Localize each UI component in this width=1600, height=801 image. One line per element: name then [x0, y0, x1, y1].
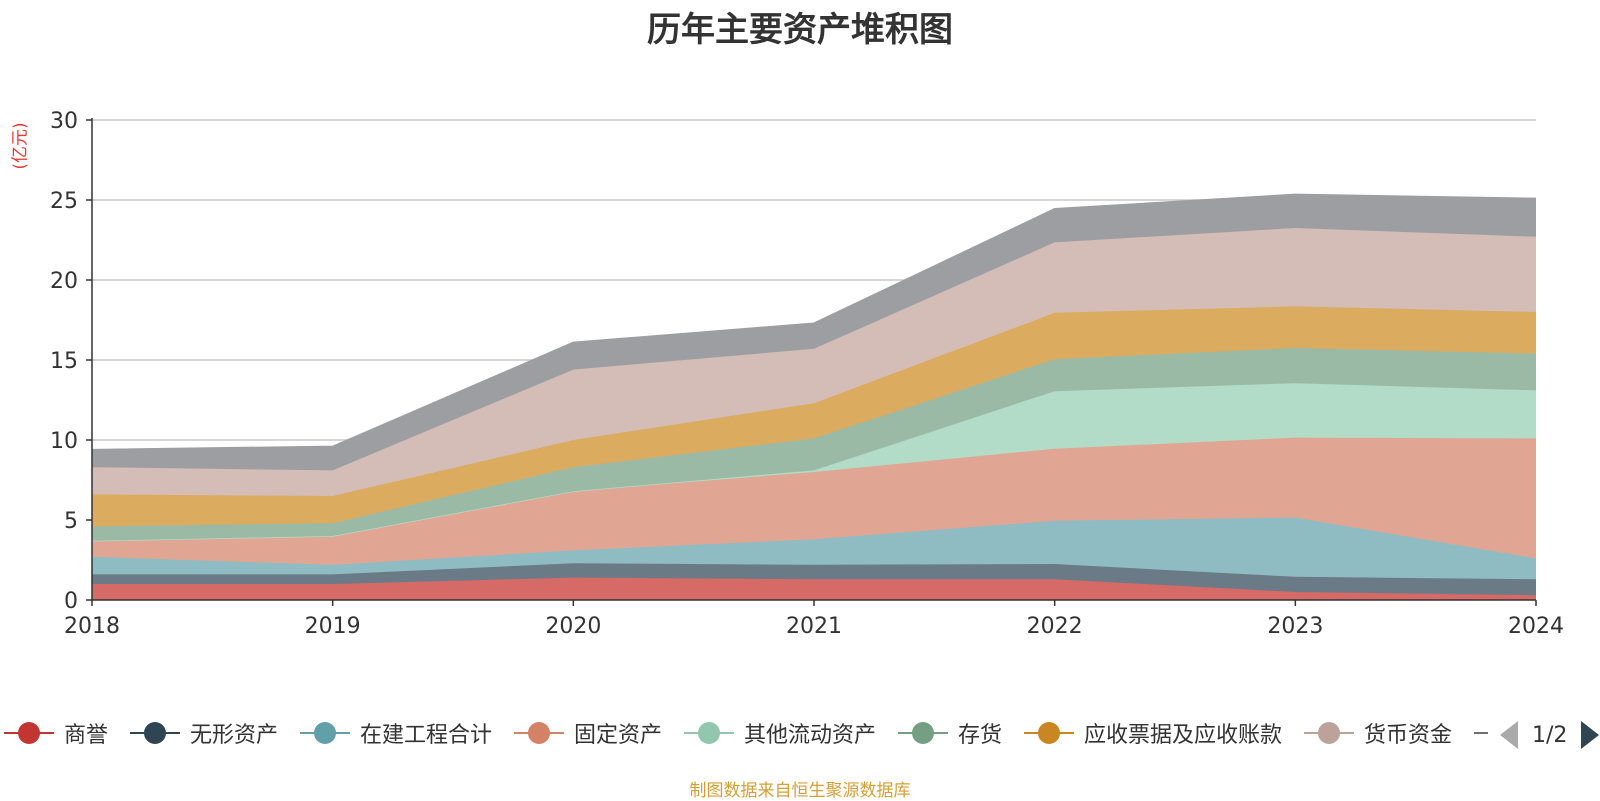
y-tick-label: 0 [64, 589, 78, 614]
legend-pager: 1/2 [1500, 720, 1600, 750]
data-source-note: 制图数据来自恒生聚源数据库 [689, 781, 911, 801]
legend-marker-icon [684, 716, 734, 750]
legend-item[interactable]: 其他 [1474, 716, 1488, 750]
legend-item[interactable]: 固定资产 [514, 716, 662, 750]
stacked-area-chart: 0 5 10 15 20 25 30 2018 2019 2020 2021 2022 2023 2024 [50, 109, 1564, 639]
y-tick-label: 15 [50, 349, 78, 374]
legend-label: 应收票据及应收账款 [1084, 723, 1283, 748]
axes: 0 5 10 15 20 25 30 2018 2019 2020 2021 2022 2023 2024 [50, 109, 1564, 639]
area-1 [92, 577, 1536, 600]
x-tick-label: 2021 [786, 614, 842, 639]
x-tick-label: 2022 [1027, 614, 1083, 639]
y-tick-label: 30 [50, 109, 78, 134]
legend-label: 存货 [958, 723, 1003, 748]
y-tick-label: 20 [50, 269, 78, 294]
area-7 [92, 306, 1536, 527]
legend-prev-arrow-icon[interactable] [1500, 721, 1518, 749]
legend-marker-icon [898, 716, 948, 750]
legend-label: 固定资产 [574, 723, 663, 748]
x-tick-label: 2020 [545, 614, 601, 639]
area-4 [92, 437, 1536, 565]
area-series [91, 193, 1537, 600]
x-tick-label: 2023 [1267, 614, 1323, 639]
chart-title: 历年主要资产堆积图 [647, 10, 953, 50]
legend-item[interactable]: 无形资产 [130, 716, 278, 750]
legend-label: 商誉 [64, 723, 109, 748]
legend-label: 货币资金 [1364, 723, 1453, 748]
x-tick-label: 2024 [1508, 614, 1564, 639]
area-5 [92, 383, 1536, 541]
legend-item[interactable]: 在建工程合计 [300, 716, 492, 750]
legend-next-arrow-icon[interactable] [1581, 721, 1600, 749]
legend-item[interactable]: 货币资金 [1304, 716, 1452, 750]
legend-label: 在建工程合计 [360, 723, 493, 748]
legend-marker-icon [1024, 716, 1074, 750]
x-tick-label: 2019 [305, 614, 361, 639]
legend-marker-icon [4, 716, 54, 750]
legend-marker-icon [130, 716, 180, 750]
legend-item[interactable]: 存货 [898, 716, 1002, 750]
legend: 商誉无形资产在建工程合计固定资产其他流动资产存货应收票据及应收账款货币资金其他 … [0, 708, 1600, 760]
legend-item[interactable]: 应收票据及应收账款 [1024, 716, 1282, 750]
area-3 [92, 517, 1536, 580]
area-6 [92, 348, 1536, 541]
y-tick-label: 5 [64, 509, 78, 534]
legend-item[interactable]: 商誉 [4, 716, 108, 750]
legend-marker-icon [514, 716, 564, 750]
legend-label: 无形资产 [190, 723, 279, 748]
legend-marker-icon [1304, 716, 1354, 750]
y-tick-label: 25 [50, 189, 78, 214]
legend-marker-icon [300, 716, 350, 750]
area-edge-9 [91, 193, 1537, 451]
legend-items: 商誉 无形资产 在建工程合计 固定资产 其他流动资产 存货 应收票据及应收账款 货币资金其他 [0, 708, 1488, 760]
legend-label: 其他流动资产 [744, 723, 877, 748]
area-2 [92, 563, 1536, 596]
area-9 [92, 194, 1536, 471]
legend-marker-icon [1474, 716, 1488, 750]
legend-page-indicator: 1/2 [1532, 722, 1568, 748]
x-tick-label: 2018 [64, 614, 120, 639]
y-tick-label: 10 [50, 429, 78, 454]
legend-item[interactable]: 其他流动资产 [684, 716, 876, 750]
area-8 [92, 228, 1536, 496]
